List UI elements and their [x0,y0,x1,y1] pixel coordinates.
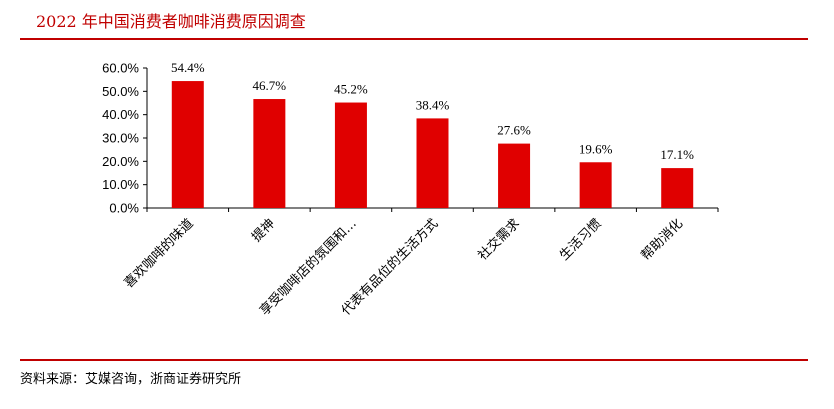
bar [498,143,531,208]
data-label: 38.4% [416,97,450,112]
bar [334,102,367,208]
y-tick-label: 50.0% [102,84,139,99]
bar [579,162,612,208]
data-label: 46.7% [253,78,287,93]
category-label: 提神 [248,216,278,246]
y-tick-label: 40.0% [102,107,139,122]
footer-rule [20,359,808,361]
data-label: 45.2% [334,82,368,97]
category-label: 帮助消化 [639,216,686,263]
source-note: 资料来源：艾媒咨询，浙商证券研究所 [20,372,242,387]
bar-chart: 0.0% 10.0% 20.0% 30.0% 40.0% 50.0% 60.0% 54.4% 喜… [102,60,719,319]
y-tick-label: 20.0% [102,154,139,169]
category-label: 喜欢咖啡的味道 [121,216,197,292]
y-tick-label: 60.0% [102,61,139,76]
bar [416,118,449,208]
data-label: 27.6% [497,123,531,138]
y-tick-label: 10.0% [102,177,139,192]
data-label: 54.4% [171,60,205,75]
y-tick-label: 30.0% [102,131,139,146]
data-label: 17.1% [660,147,694,162]
chart-title: 2022 年中国消费者咖啡消费原因调查 [36,12,306,31]
bar [253,99,286,208]
data-label: 19.6% [579,141,613,156]
category-label: 生活习惯 [556,216,604,264]
y-tick-label: 0.0% [109,201,139,216]
title-rule [20,38,808,40]
bar [171,81,204,208]
category-label: 社交需求 [475,216,523,264]
bar [661,168,694,208]
